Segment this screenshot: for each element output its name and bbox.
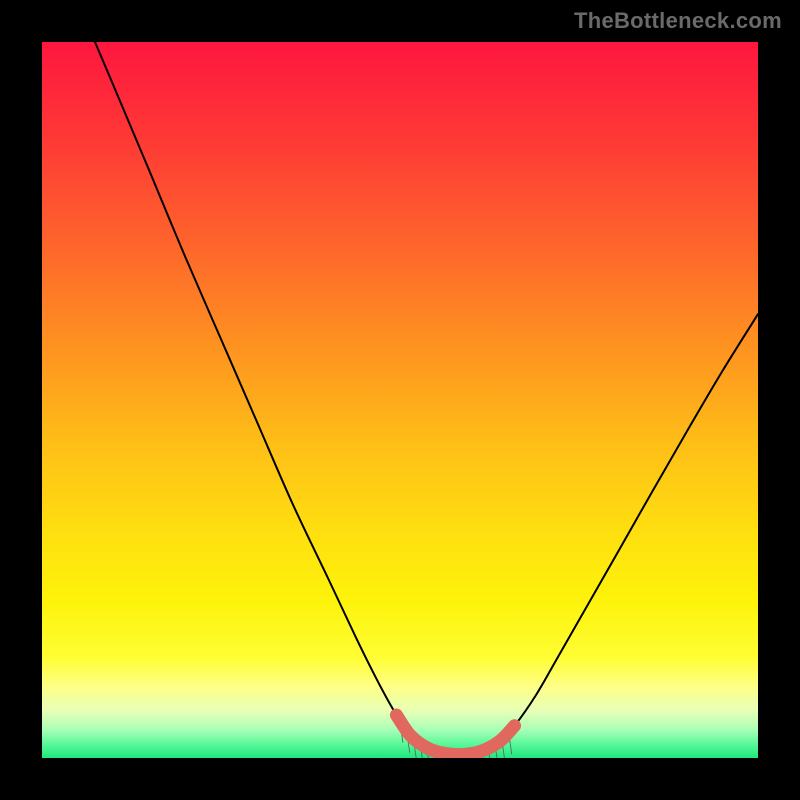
chart-frame: TheBottleneck.com [0, 0, 800, 800]
gradient-background [42, 42, 758, 758]
bottleneck-chart-svg [0, 0, 800, 800]
